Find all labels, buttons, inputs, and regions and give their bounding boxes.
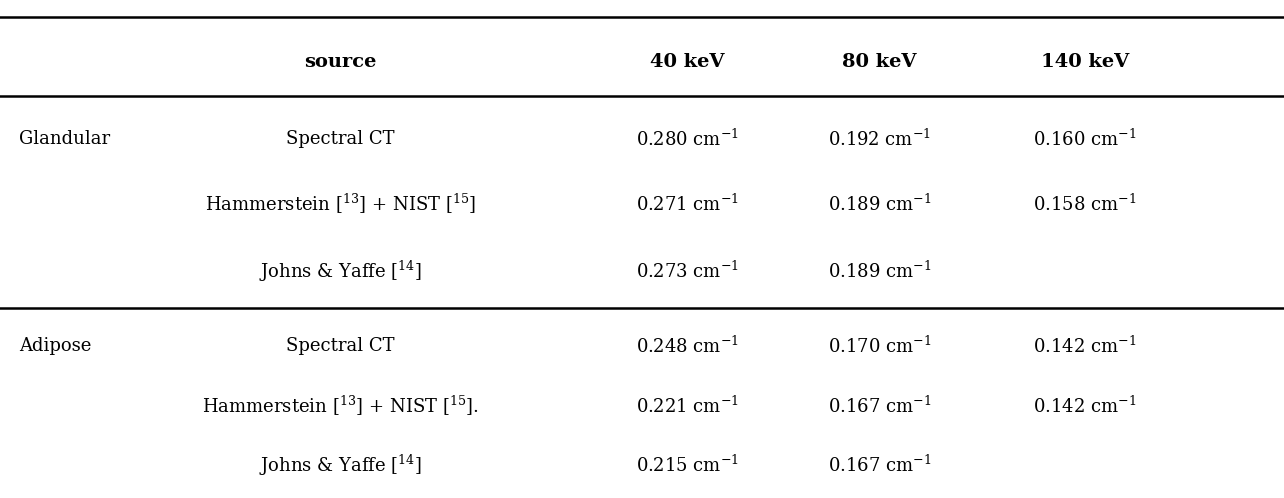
Text: 0.248 cm$^{-1}$: 0.248 cm$^{-1}$ xyxy=(636,336,738,357)
Text: 0.192 cm$^{-1}$: 0.192 cm$^{-1}$ xyxy=(828,129,931,150)
Text: Adipose: Adipose xyxy=(19,337,91,355)
Text: Johns & Yaffe [$^{14}$]: Johns & Yaffe [$^{14}$] xyxy=(259,453,421,478)
Text: source: source xyxy=(304,53,376,71)
Text: 0.215 cm$^{-1}$: 0.215 cm$^{-1}$ xyxy=(636,455,738,476)
Text: 0.189 cm$^{-1}$: 0.189 cm$^{-1}$ xyxy=(828,194,931,215)
Text: 0.271 cm$^{-1}$: 0.271 cm$^{-1}$ xyxy=(636,194,738,215)
Text: Spectral CT: Spectral CT xyxy=(286,130,394,148)
Text: 0.160 cm$^{-1}$: 0.160 cm$^{-1}$ xyxy=(1034,129,1136,150)
Text: 0.158 cm$^{-1}$: 0.158 cm$^{-1}$ xyxy=(1034,194,1136,215)
Text: 0.273 cm$^{-1}$: 0.273 cm$^{-1}$ xyxy=(636,261,738,282)
Text: 0.221 cm$^{-1}$: 0.221 cm$^{-1}$ xyxy=(636,395,738,416)
Text: 0.167 cm$^{-1}$: 0.167 cm$^{-1}$ xyxy=(828,455,931,476)
Text: 0.189 cm$^{-1}$: 0.189 cm$^{-1}$ xyxy=(828,261,931,282)
Text: 0.170 cm$^{-1}$: 0.170 cm$^{-1}$ xyxy=(828,336,931,357)
Text: 0.280 cm$^{-1}$: 0.280 cm$^{-1}$ xyxy=(636,129,738,150)
Text: 0.142 cm$^{-1}$: 0.142 cm$^{-1}$ xyxy=(1034,395,1136,416)
Text: Glandular: Glandular xyxy=(19,130,110,148)
Text: Johns & Yaffe [$^{14}$]: Johns & Yaffe [$^{14}$] xyxy=(259,259,421,284)
Text: 80 keV: 80 keV xyxy=(842,53,917,71)
Text: Spectral CT: Spectral CT xyxy=(286,337,394,355)
Text: 140 keV: 140 keV xyxy=(1041,53,1129,71)
Text: Hammerstein [$^{13}$] + NIST [$^{15}$].: Hammerstein [$^{13}$] + NIST [$^{15}$]. xyxy=(202,394,479,418)
Text: 40 keV: 40 keV xyxy=(650,53,724,71)
Text: Hammerstein [$^{13}$] + NIST [$^{15}$]: Hammerstein [$^{13}$] + NIST [$^{15}$] xyxy=(204,192,476,216)
Text: 0.142 cm$^{-1}$: 0.142 cm$^{-1}$ xyxy=(1034,336,1136,357)
Text: 0.167 cm$^{-1}$: 0.167 cm$^{-1}$ xyxy=(828,395,931,416)
